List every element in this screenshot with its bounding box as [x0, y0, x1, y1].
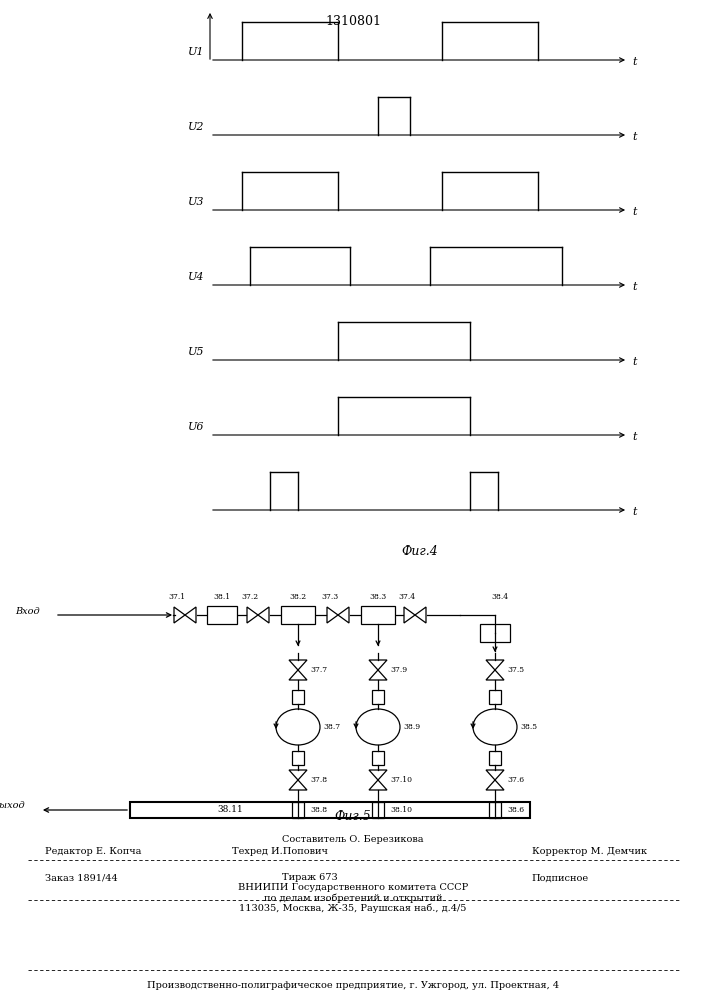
- Text: 38.4: 38.4: [491, 593, 508, 601]
- Bar: [372, 802, 384, 818]
- Bar: [372, 751, 384, 765]
- Text: U2: U2: [187, 122, 204, 132]
- Bar: [480, 624, 510, 642]
- Text: Тираж 673: Тираж 673: [282, 874, 338, 882]
- Text: 38.11: 38.11: [217, 806, 243, 814]
- Text: Вход: Вход: [16, 606, 40, 615]
- Text: Заказ 1891/44: Заказ 1891/44: [45, 874, 118, 882]
- Text: U4: U4: [187, 272, 204, 282]
- Text: Фиг.4: Фиг.4: [402, 545, 438, 558]
- Text: 38.5: 38.5: [520, 723, 537, 731]
- Ellipse shape: [356, 709, 400, 745]
- Bar: [292, 690, 304, 704]
- Bar: [489, 690, 501, 704]
- Text: t: t: [632, 507, 636, 517]
- Text: 38.3: 38.3: [369, 593, 387, 601]
- Text: 37.6: 37.6: [507, 776, 524, 784]
- Text: 37.5: 37.5: [507, 666, 524, 674]
- Text: Производственно-полиграфическое предприятие, г. Ужгород, ул. Проектная, 4: Производственно-полиграфическое предприя…: [147, 980, 559, 990]
- Text: 38.2: 38.2: [289, 593, 307, 601]
- Text: 37.2: 37.2: [241, 593, 259, 601]
- Text: 37.1: 37.1: [168, 593, 185, 601]
- Text: t: t: [632, 57, 636, 67]
- Text: t: t: [632, 282, 636, 292]
- Text: Фиг.5: Фиг.5: [334, 810, 371, 823]
- Bar: [361, 606, 395, 624]
- Text: t: t: [632, 132, 636, 142]
- Text: 1310801: 1310801: [325, 15, 381, 28]
- Text: 113035, Москва, Ж-35, Раушская наб., д.4/5: 113035, Москва, Ж-35, Раушская наб., д.4…: [239, 903, 467, 913]
- Text: 38.8: 38.8: [310, 806, 327, 814]
- Text: 37.7: 37.7: [310, 666, 327, 674]
- Bar: [207, 606, 237, 624]
- Text: U1: U1: [187, 47, 204, 57]
- Text: 37.4: 37.4: [399, 593, 416, 601]
- Bar: [281, 606, 315, 624]
- Text: t: t: [632, 357, 636, 367]
- Text: 38.6: 38.6: [507, 806, 524, 814]
- Text: Подписное: Подписное: [532, 874, 588, 882]
- Text: 38.10: 38.10: [390, 806, 412, 814]
- Bar: [130, 802, 530, 818]
- Text: 37.8: 37.8: [310, 776, 327, 784]
- Text: t: t: [632, 207, 636, 217]
- Text: 38.1: 38.1: [214, 593, 230, 601]
- Text: Выход: Выход: [0, 800, 25, 810]
- Text: 37.10: 37.10: [390, 776, 412, 784]
- Text: Техред И.Попович: Техред И.Попович: [232, 848, 328, 856]
- Bar: [292, 751, 304, 765]
- Bar: [372, 690, 384, 704]
- Ellipse shape: [276, 709, 320, 745]
- Text: t: t: [632, 432, 636, 442]
- Text: Составитель О. Березикова: Составитель О. Березикова: [282, 836, 423, 844]
- Text: U3: U3: [187, 197, 204, 207]
- Text: 37.9: 37.9: [390, 666, 407, 674]
- Text: по делам изобретений и открытий: по делам изобретений и открытий: [264, 893, 443, 903]
- Bar: [489, 802, 501, 818]
- Bar: [292, 802, 304, 818]
- Bar: [489, 751, 501, 765]
- Text: Корректор М. Демчик: Корректор М. Демчик: [532, 848, 648, 856]
- Text: Редактор Е. Копча: Редактор Е. Копча: [45, 848, 141, 856]
- Text: ВНИИПИ Государственного комитета СССР: ВНИИПИ Государственного комитета СССР: [238, 884, 468, 892]
- Text: 38.9: 38.9: [403, 723, 420, 731]
- Text: 37.3: 37.3: [322, 593, 339, 601]
- Text: U5: U5: [187, 347, 204, 357]
- Text: 38.7: 38.7: [323, 723, 340, 731]
- Text: U6: U6: [187, 422, 204, 432]
- Ellipse shape: [473, 709, 517, 745]
